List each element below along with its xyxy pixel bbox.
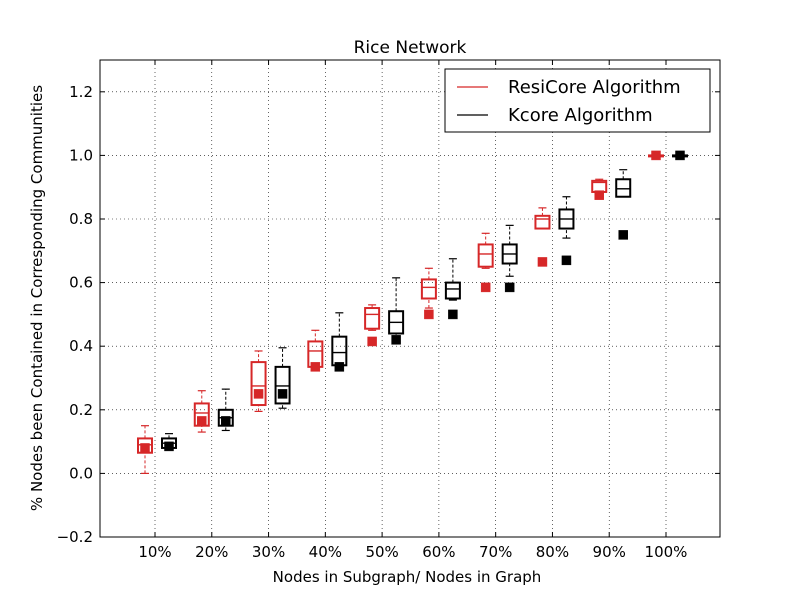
mean-marker xyxy=(164,441,174,452)
y-tick-label: −0.2 xyxy=(57,528,93,546)
mean-marker xyxy=(253,389,264,399)
plot-background xyxy=(100,60,720,537)
y-tick-label: 1.0 xyxy=(69,146,93,164)
box-kcore xyxy=(501,224,518,293)
legend-label-kcore: Kcore Algorithm xyxy=(508,105,653,126)
iqr-box xyxy=(615,178,632,198)
mean-marker xyxy=(561,255,572,266)
mean-marker xyxy=(675,150,685,161)
mean-marker xyxy=(391,335,401,345)
x-tick-label: 70% xyxy=(479,543,512,561)
y-tick-label: 1.2 xyxy=(69,83,93,101)
iqr-box xyxy=(193,402,210,427)
mean-marker xyxy=(221,416,231,426)
x-tick-label: 10% xyxy=(138,543,171,561)
box-resicore xyxy=(193,390,210,433)
box-resicore xyxy=(648,150,664,161)
y-tick-label: 0.6 xyxy=(69,274,93,292)
mean-marker xyxy=(618,230,628,240)
box-resicore xyxy=(250,350,267,412)
iqr-box xyxy=(534,214,551,230)
x-axis-label: Nodes in Subgraph/ Nodes in Graph xyxy=(273,568,542,586)
box-kcore xyxy=(161,433,177,452)
box-resicore xyxy=(534,207,551,267)
x-tick-label: 20% xyxy=(195,543,228,561)
y-tick-label: 0.8 xyxy=(69,210,93,228)
mean-marker xyxy=(504,282,515,293)
box-resicore xyxy=(591,178,608,200)
mean-marker xyxy=(140,443,150,453)
chart-title: Rice Network xyxy=(354,38,467,58)
x-tick-label: 100% xyxy=(645,543,688,561)
box-kcore xyxy=(672,150,688,161)
box-kcore xyxy=(217,388,234,432)
legend-label-resicore: ResiCore Algorithm xyxy=(508,77,681,98)
iqr-box xyxy=(477,243,494,268)
mean-marker xyxy=(424,309,434,320)
y-tick-label: 0.2 xyxy=(69,401,93,419)
iqr-box xyxy=(274,365,291,405)
box-resicore xyxy=(307,329,324,372)
iqr-box xyxy=(250,361,267,407)
iqr-box xyxy=(137,437,153,454)
mean-marker xyxy=(651,150,661,161)
mean-marker xyxy=(277,389,288,399)
box-resicore xyxy=(137,425,153,474)
y-tick-label: 0.0 xyxy=(69,464,93,482)
legend: ResiCore Algorithm Kcore Algorithm xyxy=(444,68,711,133)
box-resicore xyxy=(420,267,437,320)
box-kcore xyxy=(331,312,348,372)
mean-marker xyxy=(310,362,321,372)
x-tick-label: 80% xyxy=(536,543,569,561)
box-kcore xyxy=(558,196,575,266)
mean-marker xyxy=(594,190,604,200)
mean-marker xyxy=(448,309,458,320)
y-axis-label: % Nodes been Contained in Corresponding … xyxy=(28,85,46,511)
box-kcore xyxy=(388,277,405,345)
box-kcore xyxy=(274,347,291,409)
plot-frame xyxy=(99,59,721,538)
mean-marker xyxy=(197,416,207,426)
mean-marker xyxy=(537,257,548,267)
mean-marker xyxy=(480,282,491,293)
x-tick-label: 90% xyxy=(593,543,626,561)
iqr-box xyxy=(364,307,381,330)
legend-frame xyxy=(444,68,711,133)
mean-marker xyxy=(367,336,377,347)
x-tick-label: 60% xyxy=(422,543,455,561)
mean-marker xyxy=(334,362,345,372)
box-series xyxy=(137,150,688,474)
iqr-box xyxy=(444,281,461,300)
box-resicore xyxy=(477,232,494,293)
y-tick-label: 0.4 xyxy=(69,337,93,355)
axis-ticks: −0.2 0.0 0.2 0.4 0.6 0.8 1.0 1.2 10% 20% 30% 40% 50%… xyxy=(57,60,720,561)
x-tick-label: 50% xyxy=(365,543,398,561)
x-tick-label: 40% xyxy=(309,543,342,561)
iqr-box xyxy=(420,278,437,300)
x-tick-label: 30% xyxy=(252,543,285,561)
box-resicore xyxy=(364,304,381,347)
box-kcore xyxy=(615,169,632,240)
box-kcore xyxy=(444,258,461,320)
